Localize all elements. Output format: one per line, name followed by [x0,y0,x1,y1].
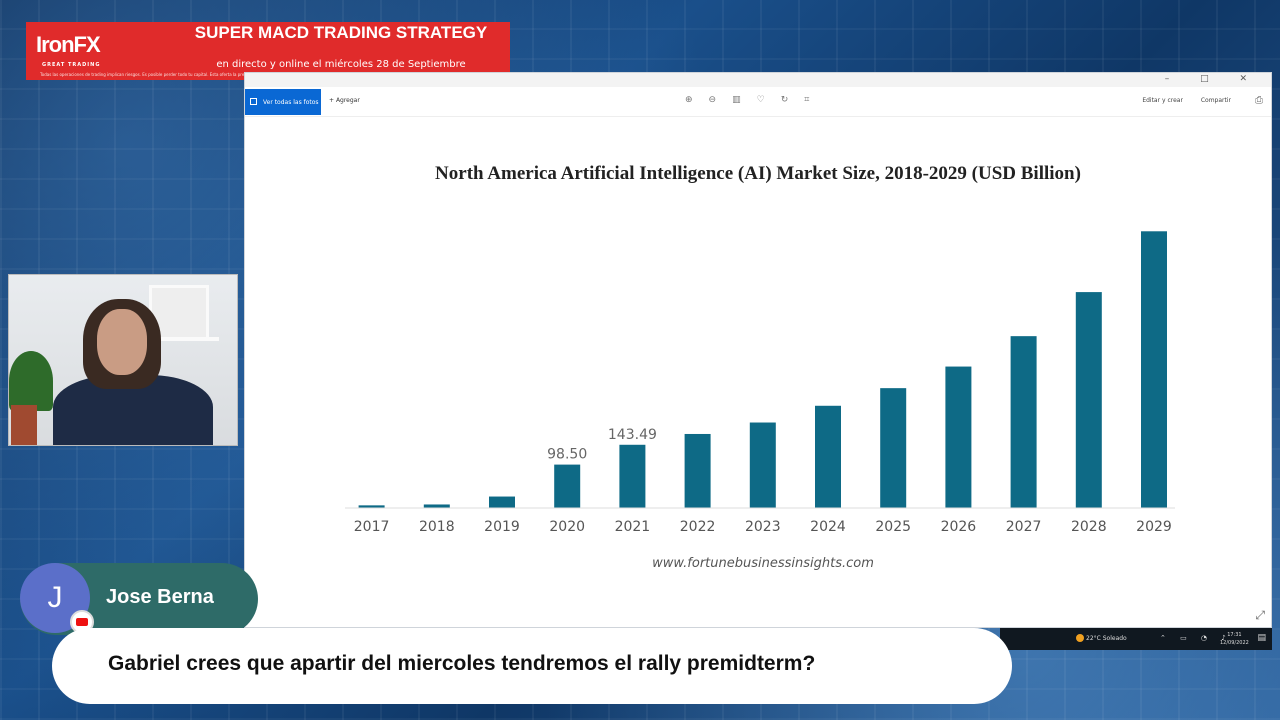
system-tray[interactable]: ⌃ ▭ ◔ ♪ [1160,634,1232,642]
presenter-face [97,309,147,375]
webcam-feed [8,274,238,446]
plant [9,351,53,411]
bar-2021 [619,444,646,508]
bar-2019 [489,496,515,508]
zoom-in-icon[interactable]: ⊕ [685,95,709,105]
chat-author-name: Jose Berna [106,586,214,608]
promo-banner[interactable]: IronFX GREAT TRADING SUPER MACD TRADING … [26,22,510,80]
bar-2024 [815,405,841,508]
market-size-chart: North America Artificial Intelligence (A… [345,163,1175,571]
shelf-board [149,337,219,341]
data-label-2021: 143.49 [608,427,657,443]
gallery-icon [250,98,257,105]
view-all-photos-button[interactable]: Ver todas las fotos [245,89,321,115]
title-bar: – □ ✕ [245,73,1271,87]
bar-2020 [554,464,581,508]
notifications-icon[interactable]: ▤ [1257,633,1266,643]
edit-create-button[interactable]: Editar y crear [1142,97,1183,104]
x-tick-label-2024: 2024 [810,519,846,535]
x-tick-label-2019: 2019 [484,519,520,535]
viewer-toolbar: Ver todas las fotos + Agregar ⊕⊖▥♡↻⌗ Edi… [245,87,1271,117]
clock-time: 17:31 [1227,632,1242,638]
x-tick-label-2022: 2022 [680,519,716,535]
plant-pot [11,405,37,445]
x-tick-label-2018: 2018 [419,519,455,535]
ironfx-logo: IronFX [36,32,101,57]
bar-2023 [749,422,776,508]
avatar: J [20,563,90,633]
crop-icon[interactable]: ⌗ [804,95,826,105]
clock-date: 12/09/2022 [1220,640,1249,646]
x-tick-label-2027: 2027 [1006,519,1042,535]
x-tick-label-2020: 2020 [549,519,585,535]
zoom-out-icon[interactable]: ⊖ [708,95,733,105]
banner-title: SUPER MACD TRADING STRATEGY [194,23,488,42]
chart-source: www.fortunebusinessinsights.com [652,556,874,571]
bar-2018 [423,504,450,508]
logo-tagline: GREAT TRADING [42,62,101,68]
taskbar: 22°C Soleado ⌃ ▭ ◔ ♪ 17:31 12/09/2022 ▤ [1000,628,1272,650]
bar-2025 [880,388,907,508]
data-label-2020: 98.50 [547,447,587,463]
toolbar-right: Editar y crear Compartir [1126,97,1231,104]
add-button[interactable]: + Agregar [329,97,360,104]
print-icon[interactable]: ⎙ [1255,95,1263,106]
x-tick-label-2026: 2026 [941,519,977,535]
x-tick-label-2023: 2023 [745,519,781,535]
bar-2029 [1141,231,1167,508]
bar-2026 [945,366,972,508]
banner-fine-print: Todas las operaciones de trading implica… [40,72,353,77]
window-controls[interactable]: – □ ✕ [1165,74,1261,84]
minimize-icon[interactable]: – [1164,74,1184,84]
view-all-photos-label: Ver todas las fotos [263,99,319,106]
x-tick-label-2021: 2021 [615,519,651,535]
rotate-icon[interactable]: ↻ [780,95,805,105]
tool-icons: ⊕⊖▥♡↻⌗ [685,95,825,105]
x-tick-label-2028: 2028 [1071,519,1107,535]
chat-message: Gabriel crees que apartir del miercoles … [52,628,1012,704]
clock[interactable]: 17:31 12/09/2022 [1220,631,1249,647]
x-tick-label-2025: 2025 [875,519,911,535]
delete-icon[interactable]: ▥ [732,95,757,105]
add-label: Agregar [335,97,360,104]
bar-2027 [1010,336,1037,508]
favorite-icon[interactable]: ♡ [756,95,781,105]
close-icon[interactable]: ✕ [1239,74,1261,84]
x-tick-label-2029: 2029 [1136,519,1172,535]
weather-icon [1076,634,1084,642]
chart-title: North America Artificial Intelligence (A… [435,163,1081,184]
bar-2022 [684,433,711,508]
photo-viewer-window: – □ ✕ Ver todas las fotos + Agregar ⊕⊖▥♡… [244,72,1272,628]
x-tick-label-2017: 2017 [354,519,390,535]
bar-2028 [1075,292,1102,508]
bar-2017 [358,505,385,508]
expand-icon[interactable]: ⤢ [1255,608,1265,622]
maximize-icon[interactable]: □ [1200,74,1223,84]
share-button[interactable]: Compartir [1200,97,1231,104]
weather-text[interactable]: 22°C Soleado [1086,635,1127,642]
banner-subtitle: en directo y online el miércoles 28 de S… [216,59,466,70]
